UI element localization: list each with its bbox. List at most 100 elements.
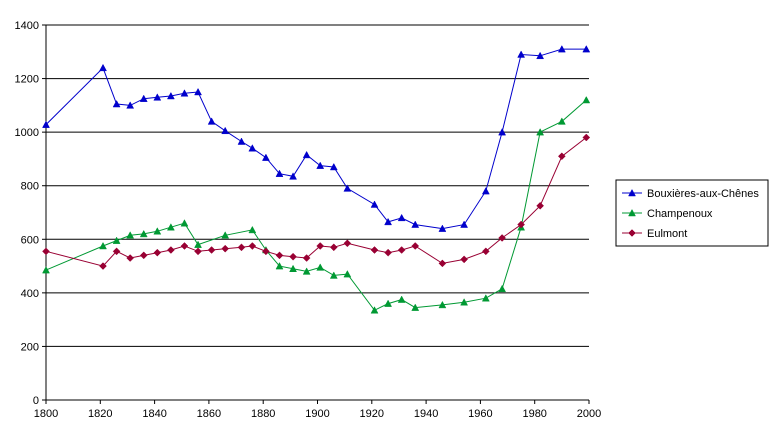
data-point [536, 201, 544, 210]
x-tick-label: 1980 [522, 408, 546, 420]
x-tick-label: 1840 [142, 408, 166, 420]
data-point [126, 101, 135, 109]
x-tick-label: 2000 [577, 408, 601, 420]
data-point [384, 299, 393, 307]
data-point [99, 63, 107, 72]
data-point [237, 243, 246, 252]
data-point [582, 95, 591, 104]
data-point [498, 284, 507, 293]
data-point [153, 93, 162, 101]
x-tick-label: 1940 [414, 408, 438, 420]
data-point [248, 144, 257, 152]
legend-label: Bouxières-aux-Chênes [647, 188, 759, 200]
y-tick-label: 0 [33, 395, 39, 407]
data-point [582, 45, 591, 53]
legend-marker [628, 208, 636, 217]
data-point [275, 251, 284, 260]
data-point [370, 200, 379, 208]
data-point [166, 91, 175, 100]
data-point [481, 187, 490, 195]
x-tick-label: 1900 [305, 408, 329, 420]
series-line-0 [45, 48, 587, 230]
data-point [316, 161, 325, 169]
data-point [42, 247, 50, 256]
data-point [126, 231, 135, 239]
data-point [498, 234, 506, 242]
data-point [343, 184, 352, 192]
x-tick-label: 1960 [468, 408, 492, 420]
x-tick-label: 1880 [251, 408, 275, 420]
data-point [343, 270, 352, 278]
data-point [207, 117, 216, 125]
data-point [557, 45, 566, 53]
data-point [460, 298, 469, 306]
data-point [498, 128, 507, 136]
data-point [180, 242, 189, 250]
data-point [557, 117, 566, 125]
legend-marker [628, 229, 636, 237]
data-point [221, 244, 230, 253]
data-point [221, 126, 230, 135]
y-tick-label: 800 [21, 181, 39, 193]
data-point [460, 255, 468, 264]
data-point [370, 246, 379, 254]
data-point [329, 243, 338, 252]
axes: 0 200 400 600 800 1000 1200 1400 1800 1820 1840 186… [15, 20, 602, 420]
data-point [99, 241, 107, 250]
data-point [153, 227, 162, 235]
data-point [557, 152, 566, 161]
data-point [126, 254, 135, 262]
data-point [275, 169, 284, 177]
data-point [582, 133, 591, 142]
data-point [248, 225, 257, 234]
data-point [302, 267, 311, 275]
data-point [167, 246, 175, 254]
series-line-2 [45, 137, 587, 267]
data-point [194, 240, 202, 248]
data-point [289, 264, 297, 272]
data-point [397, 246, 406, 254]
data-point [194, 247, 202, 256]
data-point [180, 89, 189, 97]
y-tick-label: 200 [21, 341, 39, 353]
data-point [411, 303, 420, 311]
data-point [384, 248, 392, 257]
legend-label: Champenoux [647, 208, 713, 220]
data-point [42, 120, 50, 128]
data-point [329, 162, 338, 171]
x-tick-label: 1800 [34, 408, 58, 420]
data-point [207, 246, 216, 254]
x-tick-label: 1820 [88, 408, 112, 420]
data-point [316, 242, 325, 250]
series-markers [42, 45, 591, 314]
x-tick-label: 1920 [360, 408, 384, 420]
data-point [438, 300, 447, 309]
data-point [517, 220, 525, 229]
data-point [302, 150, 311, 159]
data-point [112, 99, 121, 108]
data-point [248, 242, 257, 250]
data-point [384, 217, 393, 226]
data-point [112, 236, 121, 244]
data-point [42, 266, 50, 274]
y-tick-label: 1200 [15, 74, 39, 86]
data-point [153, 248, 162, 257]
data-point [99, 262, 107, 270]
data-point [517, 50, 526, 58]
data-point [139, 94, 148, 102]
data-point [139, 229, 148, 238]
data-point [343, 239, 352, 248]
data-point [397, 213, 406, 222]
data-point [275, 262, 284, 270]
data-point [302, 254, 311, 262]
data-point [180, 219, 189, 227]
data-point [438, 224, 447, 232]
data-point [411, 242, 420, 250]
data-point [481, 294, 490, 302]
data-point [289, 252, 297, 261]
data-point [329, 271, 338, 279]
data-point [261, 153, 270, 161]
x-tick-label: 1860 [197, 408, 221, 420]
